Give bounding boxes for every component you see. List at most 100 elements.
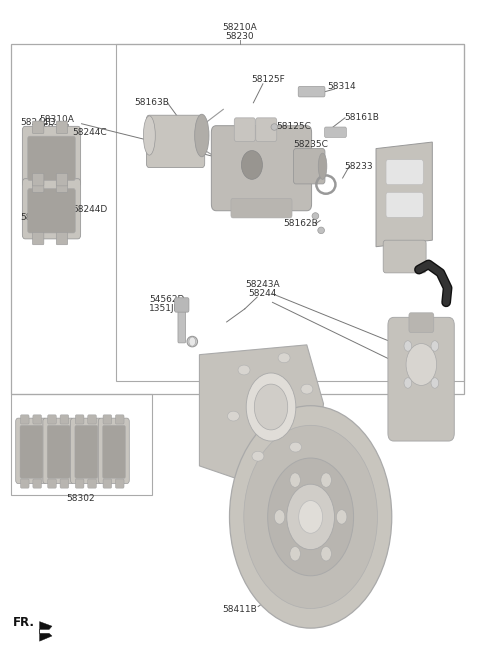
FancyBboxPatch shape — [178, 307, 186, 343]
FancyBboxPatch shape — [116, 479, 124, 488]
Circle shape — [287, 484, 335, 550]
Text: 54562D: 54562D — [149, 294, 185, 304]
FancyBboxPatch shape — [298, 87, 325, 97]
FancyBboxPatch shape — [48, 479, 56, 488]
Ellipse shape — [195, 114, 209, 157]
FancyBboxPatch shape — [56, 121, 68, 133]
Text: 58244: 58244 — [249, 289, 277, 298]
FancyBboxPatch shape — [56, 233, 68, 245]
FancyBboxPatch shape — [88, 479, 96, 488]
Circle shape — [244, 425, 377, 608]
Circle shape — [404, 341, 412, 351]
FancyBboxPatch shape — [60, 479, 69, 488]
Circle shape — [321, 473, 331, 487]
FancyBboxPatch shape — [48, 415, 56, 424]
Bar — [11, 394, 152, 495]
Text: 58311: 58311 — [42, 124, 71, 133]
FancyBboxPatch shape — [388, 317, 454, 441]
Text: 58314: 58314 — [327, 82, 356, 91]
FancyBboxPatch shape — [33, 233, 44, 245]
FancyBboxPatch shape — [256, 118, 277, 141]
Circle shape — [290, 473, 300, 487]
Text: 58411B: 58411B — [223, 605, 257, 614]
Circle shape — [246, 373, 296, 441]
FancyBboxPatch shape — [116, 415, 124, 424]
Circle shape — [189, 337, 196, 346]
FancyBboxPatch shape — [33, 415, 41, 424]
Text: 58310A: 58310A — [39, 115, 74, 124]
FancyBboxPatch shape — [56, 180, 68, 193]
Text: 58230: 58230 — [226, 32, 254, 41]
Circle shape — [229, 406, 392, 628]
Ellipse shape — [187, 336, 198, 347]
FancyBboxPatch shape — [28, 136, 75, 181]
FancyBboxPatch shape — [33, 173, 44, 186]
Circle shape — [431, 378, 439, 388]
Ellipse shape — [318, 153, 327, 179]
FancyBboxPatch shape — [231, 198, 292, 218]
Text: 58162B: 58162B — [284, 219, 318, 229]
FancyBboxPatch shape — [23, 179, 81, 239]
FancyBboxPatch shape — [56, 173, 68, 186]
Text: FR.: FR. — [13, 616, 36, 629]
FancyBboxPatch shape — [21, 415, 29, 424]
Ellipse shape — [144, 116, 156, 155]
FancyBboxPatch shape — [386, 160, 423, 185]
Polygon shape — [199, 345, 324, 486]
Bar — [11, 44, 464, 394]
Text: 58244C: 58244C — [21, 213, 55, 222]
Circle shape — [275, 510, 285, 524]
FancyBboxPatch shape — [386, 193, 423, 217]
FancyBboxPatch shape — [234, 118, 255, 141]
FancyBboxPatch shape — [383, 240, 426, 273]
Ellipse shape — [278, 353, 290, 363]
FancyBboxPatch shape — [75, 415, 84, 424]
FancyBboxPatch shape — [293, 148, 325, 184]
FancyBboxPatch shape — [98, 418, 129, 484]
FancyBboxPatch shape — [103, 425, 125, 478]
FancyBboxPatch shape — [146, 115, 204, 168]
Polygon shape — [39, 622, 52, 641]
FancyBboxPatch shape — [75, 425, 98, 478]
Ellipse shape — [252, 451, 264, 461]
Circle shape — [404, 378, 412, 388]
Ellipse shape — [318, 227, 324, 234]
Text: 58161B: 58161B — [344, 114, 379, 122]
FancyBboxPatch shape — [23, 126, 81, 187]
Text: 58244D: 58244D — [72, 205, 107, 214]
Circle shape — [406, 344, 437, 386]
FancyBboxPatch shape — [21, 479, 29, 488]
Text: 58125F: 58125F — [251, 76, 285, 84]
Text: 58233: 58233 — [344, 162, 372, 171]
FancyBboxPatch shape — [175, 298, 189, 312]
Text: 58235C: 58235C — [293, 139, 328, 148]
Circle shape — [431, 341, 439, 351]
Text: 58302: 58302 — [66, 494, 95, 503]
Ellipse shape — [301, 384, 313, 394]
Ellipse shape — [271, 124, 278, 130]
FancyBboxPatch shape — [47, 425, 70, 478]
FancyBboxPatch shape — [324, 127, 347, 137]
FancyBboxPatch shape — [75, 479, 84, 488]
Ellipse shape — [289, 442, 301, 452]
Ellipse shape — [238, 365, 250, 375]
Ellipse shape — [312, 213, 319, 219]
Text: 58244C: 58244C — [72, 127, 107, 137]
FancyBboxPatch shape — [33, 180, 44, 193]
Polygon shape — [376, 142, 432, 247]
Circle shape — [336, 510, 347, 524]
Text: 58210A: 58210A — [223, 23, 257, 32]
Circle shape — [321, 547, 331, 561]
FancyBboxPatch shape — [28, 189, 75, 233]
FancyBboxPatch shape — [103, 479, 112, 488]
FancyBboxPatch shape — [43, 418, 74, 484]
Circle shape — [290, 547, 300, 561]
Bar — [116, 44, 464, 381]
FancyBboxPatch shape — [103, 415, 112, 424]
FancyBboxPatch shape — [33, 121, 44, 133]
FancyBboxPatch shape — [88, 415, 96, 424]
FancyBboxPatch shape — [60, 415, 69, 424]
FancyBboxPatch shape — [33, 479, 41, 488]
Circle shape — [254, 384, 288, 430]
Text: 58243A: 58243A — [246, 279, 280, 288]
